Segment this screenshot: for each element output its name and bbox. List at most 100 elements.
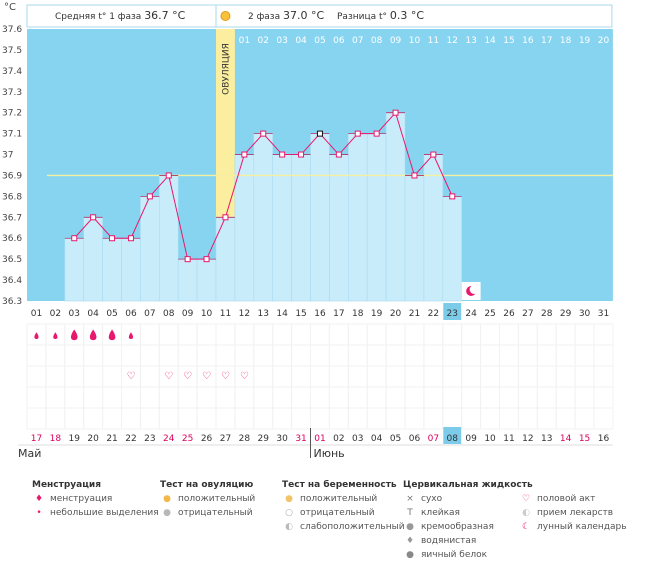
- marker-cell: [499, 386, 519, 409]
- legend-item: ◐ слабоположительный: [282, 520, 405, 534]
- legend-item: ◐ прием лекарств: [519, 506, 627, 520]
- marker-cell: [139, 365, 160, 388]
- marker-cell: [593, 344, 614, 367]
- phase2-day-label: 06: [333, 36, 345, 46]
- marker-cell: [593, 365, 614, 388]
- calendar-date-label: 17: [31, 434, 42, 444]
- heart-icon: ♡: [202, 371, 211, 382]
- cycle-day-label: 24: [465, 309, 477, 319]
- dry-icon: ×: [406, 494, 414, 504]
- marker-cell: [536, 386, 557, 409]
- temperature-bar: [177, 258, 198, 302]
- legend-item-label: слабоположительный: [300, 522, 405, 532]
- marker-cell: [574, 323, 595, 346]
- marker-cell: [480, 323, 501, 346]
- marker-cell: [347, 323, 368, 346]
- legend-item-label: отрицательный: [300, 508, 375, 518]
- marker-cell: [499, 344, 519, 367]
- calendar-date-label: 19: [69, 434, 81, 444]
- menstruation-icon: [108, 329, 116, 341]
- cycle-day-label: 23: [447, 309, 458, 319]
- marker-cell: [158, 386, 179, 409]
- marker-cell: [272, 365, 293, 388]
- marker-cell: [423, 365, 444, 388]
- legend-group-title: Менструация: [32, 480, 101, 490]
- marker-cell: [404, 344, 425, 367]
- marker-cell: [64, 344, 85, 367]
- phase2-day-label: 10: [409, 36, 421, 46]
- phase2-average: 2 фаза 37.0 °C: [248, 9, 324, 22]
- cycle-day-label: 09: [182, 309, 194, 319]
- temperature-chart: °C 36.3 36.4 36.5 36.6 36.7 36.8 36.9 37 37.1 37.2…: [2, 2, 614, 460]
- heart-icon: ♡: [521, 494, 531, 504]
- marker-cell: [64, 365, 85, 388]
- phase2-day-label: 08: [371, 36, 383, 46]
- legend-item: ● кремообразная: [403, 520, 533, 534]
- marker-cell: [139, 344, 160, 367]
- marker-cell: [328, 365, 349, 388]
- temperature-bar: [196, 258, 217, 302]
- marker-cell: [196, 386, 217, 409]
- legend-item: ☾ лунный календарь: [519, 520, 627, 534]
- legend-item-label: небольшие выделения: [50, 508, 159, 518]
- legend-item-label: половой акт: [537, 494, 596, 504]
- phase1-average: Средняя t° 1 фаза 36.7 °C: [55, 9, 186, 22]
- marker-cell: [536, 407, 557, 430]
- phase2-day-label: 05: [314, 36, 325, 46]
- phase2-day-label: 11: [428, 36, 439, 46]
- menstruation-icon: ♦: [34, 494, 44, 504]
- calendar-date-label: 11: [503, 434, 514, 444]
- marker-cell: [574, 365, 595, 388]
- calendar-date-label: 03: [352, 434, 363, 444]
- temperature-bar: [291, 154, 311, 302]
- y-tick-label: 37.5: [2, 46, 22, 56]
- spotting-icon: [128, 332, 134, 339]
- marker-cell: [139, 407, 160, 430]
- temperature-point: [127, 235, 134, 242]
- y-tick-label: 37.4: [2, 67, 22, 77]
- temperature-point: [392, 109, 399, 116]
- cycle-day-label: 22: [428, 309, 439, 319]
- marker-cell: [177, 386, 198, 409]
- temperature-bar: [423, 154, 444, 302]
- cycle-day-label: 19: [371, 309, 383, 319]
- legend-group-title: Тест на овуляцию: [160, 480, 254, 490]
- marker-cell: [555, 323, 576, 346]
- cycle-day-label: 21: [409, 309, 420, 319]
- temperature-bar: [329, 154, 349, 302]
- marker-cell: [366, 344, 387, 367]
- calendar-date-label: 02: [333, 434, 344, 444]
- marker-cell: [64, 407, 85, 430]
- calendar-date-label: 18: [50, 434, 62, 444]
- marker-cell: [461, 386, 482, 409]
- marker-cell: [121, 344, 141, 367]
- calendar-date-label: 12: [522, 434, 533, 444]
- temperature-bar: [64, 237, 85, 302]
- marker-cell: [83, 344, 104, 367]
- legend-group: Менструация ♦ менструация • небольшие выделе…: [32, 478, 159, 520]
- marker-cell: [404, 386, 425, 409]
- y-tick-label: 37.6: [2, 25, 22, 35]
- marker-cell: [517, 344, 538, 367]
- y-tick-label: 36.5: [2, 255, 22, 265]
- legend-item: ● положительный: [282, 492, 405, 506]
- marker-cell: [347, 407, 368, 430]
- phase2-day-label: 14: [484, 36, 496, 46]
- temperature-bar: [159, 175, 179, 302]
- calendar-date-label: 21: [106, 434, 117, 444]
- cycle-day-label: 07: [144, 309, 155, 319]
- marker-cell: [234, 344, 255, 367]
- menstruation-icon: [89, 329, 97, 341]
- calendar-date-label: 20: [87, 434, 99, 444]
- marker-cell: [310, 344, 330, 367]
- y-tick-label: 37.1: [2, 130, 22, 140]
- legend-item: ● положительный: [160, 492, 255, 506]
- marker-cell: [385, 386, 406, 409]
- marker-cell: [215, 407, 236, 430]
- marker-cell: [26, 344, 47, 367]
- phase2-day-label: 07: [352, 36, 363, 46]
- temperature-bar: [272, 154, 292, 302]
- phase2-day-label: 03: [276, 36, 287, 46]
- phase2-day-label: 19: [579, 36, 591, 46]
